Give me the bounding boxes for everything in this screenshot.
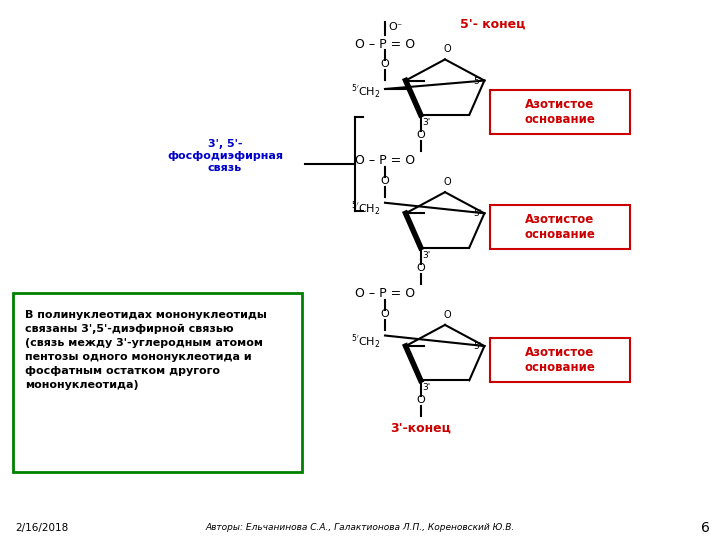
- Text: Азотистое
основание: Азотистое основание: [525, 346, 595, 374]
- Text: 3': 3': [423, 251, 431, 260]
- Text: O – P = O: O – P = O: [355, 154, 415, 167]
- Text: O: O: [381, 59, 390, 69]
- Text: O: O: [381, 176, 390, 186]
- Text: O – P = O: O – P = O: [355, 37, 415, 51]
- Text: 5': 5': [473, 77, 482, 85]
- Text: O: O: [444, 44, 451, 55]
- Text: Авторы: Ельчанинова С.А., Галактионова Л.П., Кореновский Ю.В.: Авторы: Ельчанинова С.А., Галактионова Л…: [205, 523, 515, 532]
- Text: 5': 5': [473, 210, 482, 218]
- Text: O: O: [444, 310, 451, 320]
- Text: $^{5'}$CH$_2$: $^{5'}$CH$_2$: [351, 333, 381, 350]
- Text: $^{5'}$CH$_2$: $^{5'}$CH$_2$: [351, 83, 381, 101]
- Text: 2/16/2018: 2/16/2018: [15, 523, 68, 533]
- Text: 3', 5'-
фосфодиэфирная
связь: 3', 5'- фосфодиэфирная связь: [167, 139, 283, 173]
- Text: O – P = O: O – P = O: [355, 287, 415, 300]
- Text: 5': 5': [473, 342, 482, 351]
- Text: ⁻: ⁻: [396, 22, 401, 32]
- FancyBboxPatch shape: [490, 338, 630, 382]
- Text: O: O: [444, 177, 451, 187]
- Text: В полинуклеотидах мононуклеотиды
связаны 3',5'-диэфирной связью
(связь между 3'-: В полинуклеотидах мононуклеотиды связаны…: [25, 310, 267, 390]
- Text: O: O: [416, 395, 425, 405]
- Text: Азотистое
основание: Азотистое основание: [525, 98, 595, 126]
- Text: O: O: [388, 22, 397, 32]
- Text: $^{5'}$CH$_2$: $^{5'}$CH$_2$: [351, 200, 381, 218]
- FancyBboxPatch shape: [490, 90, 630, 134]
- Text: 3': 3': [423, 118, 431, 127]
- FancyBboxPatch shape: [13, 293, 302, 472]
- Text: O: O: [381, 308, 390, 319]
- Text: Азотистое
основание: Азотистое основание: [525, 213, 595, 241]
- Text: 6: 6: [701, 521, 709, 535]
- Text: 3': 3': [423, 383, 431, 392]
- Text: O: O: [416, 130, 425, 140]
- Text: 3'-конец: 3'-конец: [390, 422, 451, 435]
- Text: 5'- конец: 5'- конец: [460, 18, 526, 31]
- Text: O: O: [416, 262, 425, 273]
- FancyBboxPatch shape: [490, 205, 630, 249]
